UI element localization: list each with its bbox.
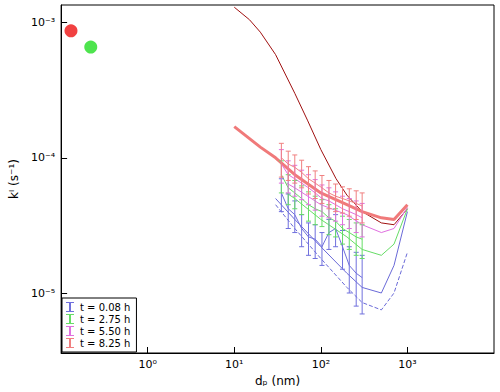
svg-text:t = 0.08 h: t = 0.08 h — [80, 302, 130, 313]
svg-text:t = 2.75 h: t = 2.75 h — [80, 314, 130, 325]
svg-text:t = 8.25 h: t = 8.25 h — [80, 338, 130, 349]
svg-text:t = 5.50 h: t = 5.50 h — [80, 326, 130, 337]
svg-text:10³: 10³ — [398, 358, 416, 371]
svg-text:dₚ (nm): dₚ (nm) — [255, 374, 300, 388]
svg-text:kᴵ (s⁻¹): kᴵ (s⁻¹) — [7, 159, 21, 199]
svg-text:10²: 10² — [312, 358, 330, 371]
svg-text:10¹: 10¹ — [225, 358, 243, 371]
svg-text:10⁻⁴: 10⁻⁴ — [31, 151, 56, 164]
svg-text:10⁻⁵: 10⁻⁵ — [31, 287, 55, 300]
svg-text:10⁻³: 10⁻³ — [31, 16, 55, 29]
svg-text:10⁰: 10⁰ — [138, 358, 157, 371]
